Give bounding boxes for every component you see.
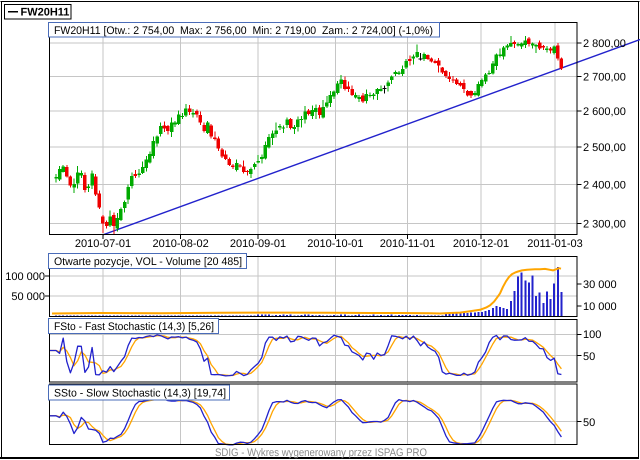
svg-text:Otwarte pozycje, VOL - Volume: Otwarte pozycje, VOL - Volume [20 485] [54, 256, 242, 268]
svg-text:2 500,00: 2 500,00 [583, 142, 626, 154]
svg-text:50 000: 50 000 [11, 291, 45, 303]
svg-text:FW20H11: FW20H11 [21, 7, 70, 19]
svg-text:SDIG - Wykres wygenerowany prz: SDIG - Wykres wygenerowany przez ISPAG P… [215, 447, 427, 459]
svg-text:2 700,00: 2 700,00 [583, 72, 626, 84]
svg-text:30 000: 30 000 [583, 279, 617, 291]
svg-text:2 300,00: 2 300,00 [583, 219, 626, 231]
svg-text:FSto - Fast Stochastic (14,3): FSto - Fast Stochastic (14,3) [5,26] [54, 321, 214, 333]
svg-text:FW20H11 [Otw.: 2 754,00 Max:: FW20H11 [Otw.: 2 754,00 Max: 2 756,00 Mi… [54, 25, 433, 37]
svg-text:2010-07-01: 2010-07-01 [75, 238, 131, 250]
svg-text:2010-08-02: 2010-08-02 [152, 238, 208, 250]
svg-text:2010-09-01: 2010-09-01 [230, 238, 286, 250]
svg-text:100: 100 [583, 329, 601, 341]
svg-text:2010-12-01: 2010-12-01 [453, 238, 509, 250]
svg-text:SSto - Slow Stochastic (14,3): SSto - Slow Stochastic (14,3) [19,74] [54, 388, 226, 400]
svg-text:2 400,00: 2 400,00 [583, 180, 626, 192]
svg-text:2 600,00: 2 600,00 [583, 106, 626, 118]
svg-text:50: 50 [583, 417, 595, 429]
svg-text:2010-10-01: 2010-10-01 [307, 238, 363, 250]
svg-text:2010-11-01: 2010-11-01 [380, 238, 435, 250]
svg-text:2011-01-03: 2011-01-03 [527, 238, 582, 250]
svg-text:50: 50 [583, 351, 595, 363]
svg-text:10 000: 10 000 [583, 301, 617, 313]
svg-text:100 000: 100 000 [5, 271, 45, 283]
svg-text:2 800,00: 2 800,00 [583, 38, 626, 50]
